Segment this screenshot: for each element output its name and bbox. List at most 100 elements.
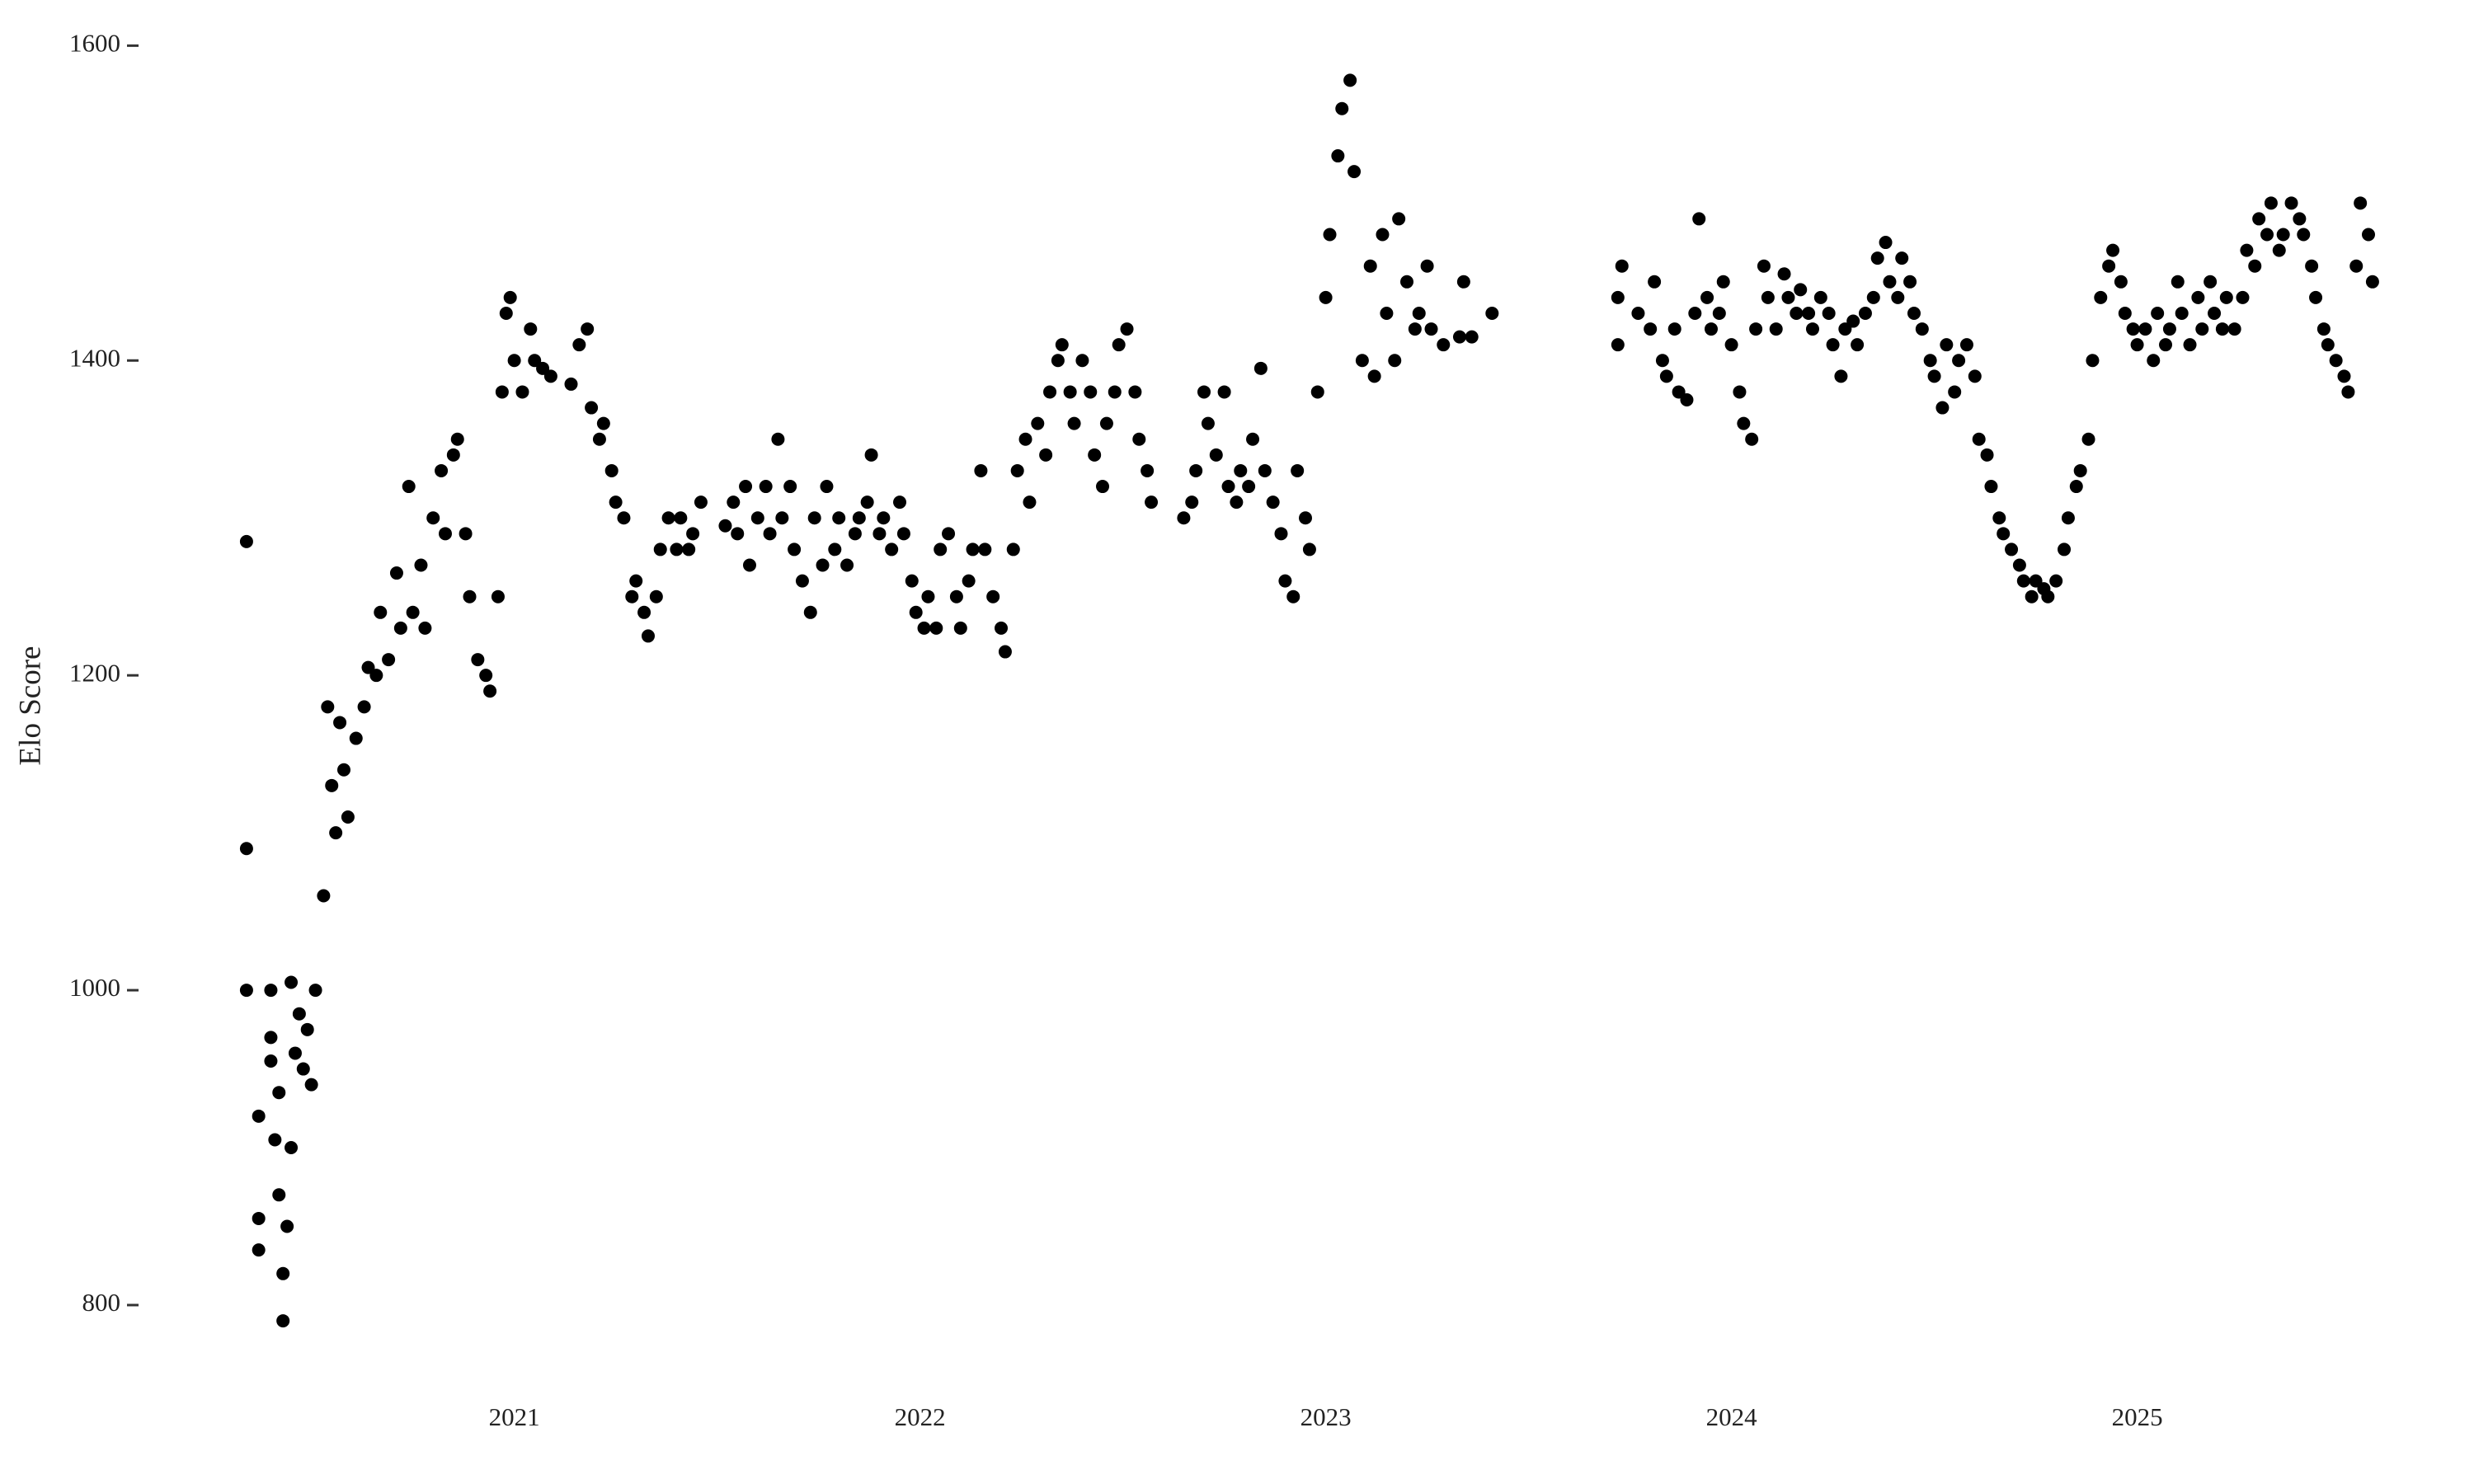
data-point bbox=[775, 511, 789, 525]
data-point bbox=[2171, 275, 2185, 289]
data-point bbox=[1108, 385, 1122, 399]
data-point bbox=[1805, 322, 1819, 336]
data-point bbox=[1055, 338, 1069, 352]
data-point bbox=[921, 589, 935, 603]
data-point bbox=[414, 558, 428, 572]
data-point bbox=[272, 1086, 286, 1100]
data-point bbox=[625, 589, 639, 603]
data-point bbox=[1907, 306, 1921, 320]
data-point bbox=[1412, 306, 1426, 320]
y-tick-label: 1000 bbox=[69, 973, 120, 1002]
data-point bbox=[604, 463, 618, 477]
data-point bbox=[2349, 259, 2363, 273]
data-point bbox=[2316, 322, 2331, 336]
data-point bbox=[1794, 283, 1808, 297]
data-point bbox=[1940, 338, 1954, 352]
data-point bbox=[1128, 385, 1142, 399]
data-point bbox=[1790, 306, 1804, 320]
data-point bbox=[1948, 385, 1962, 399]
data-point bbox=[1018, 432, 1032, 446]
data-point bbox=[2293, 212, 2307, 226]
data-point bbox=[1968, 369, 1982, 383]
data-point bbox=[536, 361, 550, 375]
data-point bbox=[2276, 228, 2290, 242]
data-point bbox=[795, 574, 809, 588]
data-point bbox=[418, 621, 432, 635]
data-point bbox=[515, 385, 529, 399]
data-point bbox=[942, 527, 956, 541]
data-point bbox=[435, 463, 449, 477]
data-point bbox=[1420, 259, 1434, 273]
data-point bbox=[1335, 101, 1349, 115]
data-point bbox=[329, 826, 343, 840]
data-point bbox=[1258, 463, 1272, 477]
data-point bbox=[2081, 432, 2095, 446]
data-point bbox=[292, 1007, 306, 1021]
data-point bbox=[2309, 290, 2323, 304]
data-point bbox=[629, 574, 643, 588]
data-point bbox=[2208, 306, 2222, 320]
data-point bbox=[572, 338, 586, 352]
data-point bbox=[2183, 338, 2197, 352]
data-point bbox=[917, 621, 931, 635]
data-point bbox=[1745, 432, 1759, 446]
data-point bbox=[264, 1054, 278, 1068]
data-point bbox=[524, 322, 538, 336]
data-point bbox=[1749, 322, 1763, 336]
data-point bbox=[296, 1062, 310, 1076]
data-point bbox=[1777, 267, 1791, 281]
data-point bbox=[446, 448, 460, 462]
data-point bbox=[2159, 338, 2173, 352]
data-point bbox=[1246, 432, 1260, 446]
data-point bbox=[2284, 196, 2298, 210]
data-point bbox=[674, 511, 688, 525]
data-point bbox=[459, 527, 473, 541]
data-point bbox=[864, 448, 878, 462]
data-point bbox=[585, 401, 599, 415]
data-point bbox=[1331, 149, 1345, 163]
data-point bbox=[2337, 369, 2351, 383]
data-point bbox=[759, 480, 773, 494]
data-point bbox=[2240, 243, 2254, 257]
data-point bbox=[1692, 212, 1706, 226]
data-point bbox=[543, 369, 557, 383]
data-point bbox=[1992, 511, 2006, 525]
data-point bbox=[1392, 212, 1406, 226]
data-point bbox=[962, 574, 976, 588]
data-point bbox=[731, 527, 745, 541]
data-point bbox=[860, 495, 874, 510]
data-point bbox=[641, 629, 655, 643]
data-point bbox=[1286, 589, 1300, 603]
data-point bbox=[1704, 322, 1718, 336]
data-point bbox=[276, 1314, 290, 1328]
data-point bbox=[1310, 385, 1324, 399]
data-point bbox=[1716, 275, 1730, 289]
data-point bbox=[2049, 574, 2063, 588]
data-point bbox=[1278, 574, 1292, 588]
data-point bbox=[1611, 338, 1625, 352]
data-point bbox=[1234, 463, 1248, 477]
data-point bbox=[2130, 338, 2144, 352]
data-point bbox=[1648, 275, 1662, 289]
data-point bbox=[1067, 416, 1081, 430]
data-point bbox=[463, 589, 477, 603]
data-point bbox=[966, 542, 980, 556]
data-point bbox=[426, 511, 440, 525]
data-point bbox=[1915, 322, 1929, 336]
data-point bbox=[1221, 480, 1235, 494]
data-point bbox=[1010, 463, 1024, 477]
data-point bbox=[832, 511, 846, 525]
data-point bbox=[1424, 322, 1438, 336]
data-point bbox=[2114, 275, 2128, 289]
data-point bbox=[1408, 322, 1422, 336]
data-point bbox=[1323, 228, 1337, 242]
y-tick-label: 1400 bbox=[69, 343, 120, 372]
data-point bbox=[1846, 314, 1860, 328]
data-point bbox=[637, 605, 651, 619]
data-point bbox=[727, 495, 741, 510]
data-point bbox=[848, 527, 862, 541]
data-point bbox=[852, 511, 866, 525]
data-point bbox=[2058, 542, 2072, 556]
data-point bbox=[803, 605, 817, 619]
data-point bbox=[1972, 432, 1986, 446]
